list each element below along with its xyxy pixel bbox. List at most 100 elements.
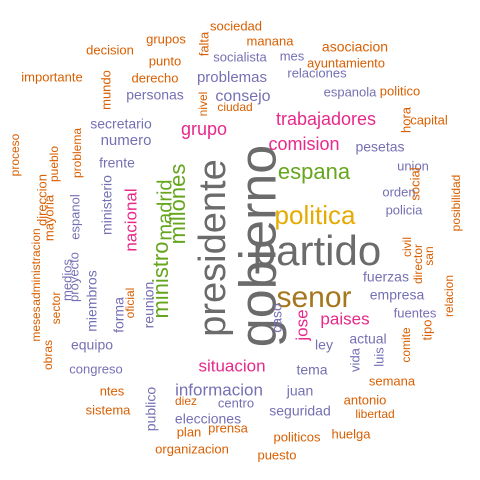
word-obras: obras [41,340,55,370]
word-nacional: nacional [121,188,140,251]
word-espana: espana [278,159,351,184]
word-presidente: presidente [192,159,234,336]
word-policia: policia [386,202,424,217]
word-diez: diez [175,394,197,408]
word-sector: sector [49,292,63,325]
word-grupo: grupo [181,119,227,139]
word-tipo: tipo [419,320,434,341]
word-mes: mes [280,48,305,63]
word-trabajadores: trabajadores [276,109,376,129]
word-miembros: miembros [84,270,100,331]
word-personas: personas [126,87,184,103]
word-ciudad: ciudad [217,100,252,114]
word-hora: hora [398,106,413,133]
word-sociedad: sociedad [210,18,262,33]
word-numero: numero [101,132,152,149]
word-politica: politica [275,200,356,230]
word-paises: paises [320,309,369,328]
word-orden: orden [382,184,415,199]
word-madrid: madrid [154,179,176,240]
word-proyecto: proyecto [66,252,81,302]
word-socialista: socialista [213,49,267,64]
word-grupos: grupos [146,31,186,46]
word-gobierno: gobierno [230,145,288,347]
word-asociacion: asociacion [322,39,388,55]
word-plan: plan [177,424,202,439]
word-falta: falta [196,31,211,56]
word-empresa: empresa [370,287,425,303]
word-secretario: secretario [90,116,152,132]
word-juan: juan [286,383,313,399]
word-punto: punto [149,53,182,68]
word-social: social [407,167,422,200]
word-director: director [411,244,425,284]
word-administracion: administracion [29,228,43,305]
word-espanola: espanola [324,84,378,99]
word-pesetas: pesetas [355,139,404,155]
word-tema: tema [296,362,327,378]
word-medios: medios [59,259,74,301]
word-san: san [422,246,436,265]
word-millones: millones [165,164,190,245]
word-huelga: huelga [331,426,371,441]
word-partido: partido [253,227,381,274]
word-sistema: sistema [86,402,132,417]
word-ntes: ntes [100,383,125,398]
word-direccion: direccion [34,174,49,226]
word-relaciones: relaciones [287,65,347,80]
word-comite: comite [399,327,413,363]
word-comision: comision [268,134,339,154]
word-pueblo: pueblo [47,146,61,182]
word-puesto: puesto [257,447,296,462]
word-frente: frente [99,155,135,171]
word-problemas: problemas [197,69,267,86]
word-ley: ley [315,337,333,353]
word-decision: decision [86,42,134,57]
word-union: union [397,158,429,173]
word-senor: senor [276,281,351,314]
word-reunion: reunion [141,282,157,329]
word-proceso: proceso [8,133,22,176]
word-ministerio: ministerio [99,175,115,235]
word-congreso: congreso [69,361,122,376]
word-semana: semana [369,373,416,388]
word-posibilidad: posibilidad [449,175,463,232]
word-forma: forma [111,297,127,333]
word-centro: centro [218,395,254,410]
word-situacion: situacion [198,356,265,375]
word-organizacion: organizacion [155,441,229,456]
word-prensa: prensa [208,420,249,435]
word-relacion: relacion [442,275,456,317]
word-manana: manana [247,33,295,48]
word-antonio: antonio [344,392,387,407]
word-fuentes: fuentes [394,305,437,320]
word-actual: actual [349,331,386,347]
word-jose: jose [292,309,311,341]
word-nivel: nivel [196,92,210,117]
word-mundo: mundo [98,70,113,110]
word-luis: luis [371,347,386,367]
word-oficial: oficial [123,288,137,319]
word-ayuntamiento: ayuntamiento [307,55,385,70]
word-mayoria: mayoria [41,194,56,241]
word-caso: caso [269,303,285,333]
word-libertad: libertad [355,407,394,421]
word-civil: civil [400,237,414,257]
word-consejo: consejo [215,88,270,105]
word-equipo: equipo [71,337,113,353]
word-espanol: espanol [67,194,82,240]
word-politicos: politicos [274,429,321,444]
word-ministro: ministro [148,241,173,318]
word-problema: problema [70,128,84,178]
word-meses: meses [29,306,43,341]
word-importante: importante [21,69,82,84]
word-derecho: derecho [132,70,179,85]
word-capital: capital [410,112,448,127]
word-informacion: informacion [175,380,263,399]
word-elecciones: elecciones [175,411,241,427]
word-publico: publico [143,387,159,432]
word-seguridad: seguridad [269,403,331,419]
word-fuerzas: fuerzas [363,269,409,285]
